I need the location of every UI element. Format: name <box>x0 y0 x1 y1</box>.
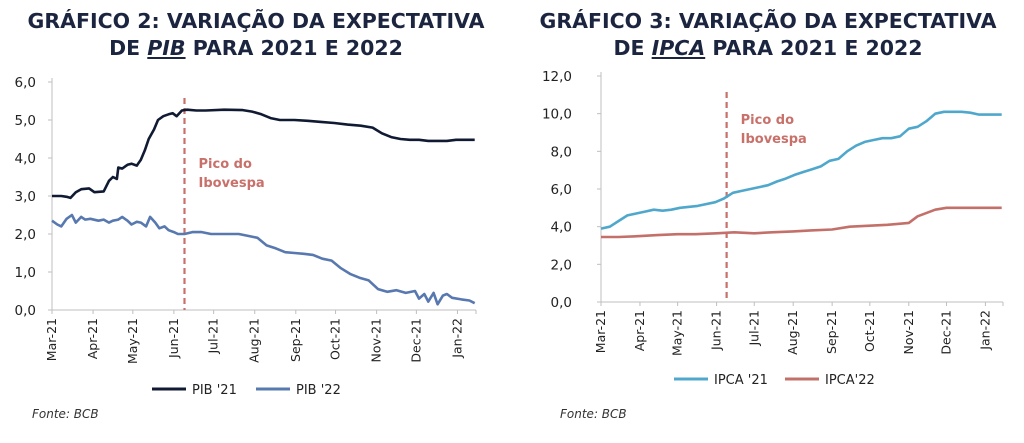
legend-label: PIB '22 <box>296 383 341 398</box>
chart-title: GRÁFICO 2: VARIAÇÃO DA EXPECTATIVA DE PI… <box>0 8 512 62</box>
x-tick-label: May-21 <box>125 318 140 364</box>
annotation-label: Ibovespa <box>199 176 265 191</box>
x-tick-label: Jun-21 <box>166 318 181 359</box>
title-line-1: GRÁFICO 3: VARIAÇÃO DA EXPECTATIVA <box>539 9 997 33</box>
title-emphasis: IPCA <box>651 36 706 60</box>
annotation-label: Pico do <box>199 157 252 172</box>
x-tick-label: Nov-21 <box>369 318 384 362</box>
title-prefix: DE <box>613 36 652 60</box>
x-tick-label: Jul-21 <box>746 310 761 347</box>
y-tick-label: 0,0 <box>551 295 572 311</box>
x-tick-label: Apr-21 <box>632 310 647 351</box>
source-note: Fonte: BCB <box>32 407 99 421</box>
title-line-2: DE IPCA PARA 2021 E 2022 <box>512 35 1024 62</box>
chart-panel-pib: GRÁFICO 2: VARIAÇÃO DA EXPECTATIVA DE PI… <box>0 8 512 421</box>
x-tick-label: Jul-21 <box>206 318 221 355</box>
y-tick-label: 5,0 <box>15 113 36 129</box>
y-tick-label: 1,0 <box>15 265 36 281</box>
y-tick-label: 4,0 <box>15 151 36 167</box>
x-tick-label: Sep-21 <box>288 318 303 362</box>
chart-title: GRÁFICO 3: VARIAÇÃO DA EXPECTATIVA DE IP… <box>512 8 1024 62</box>
series-line-2 <box>51 213 476 306</box>
legend-label: IPCA'22 <box>825 373 875 388</box>
title-line-1: GRÁFICO 2: VARIAÇÃO DA EXPECTATIVA <box>27 9 485 33</box>
x-tick-label: Aug-21 <box>247 318 262 363</box>
x-tick-label: Apr-21 <box>85 318 100 359</box>
source-note: Fonte: BCB <box>560 407 627 421</box>
y-tick-label: 6,0 <box>15 75 36 91</box>
title-suffix: PARA 2021 E 2022 <box>185 36 403 60</box>
y-tick-label: 3,0 <box>15 189 36 205</box>
series-line-1 <box>52 108 475 200</box>
title-prefix: DE <box>109 36 148 60</box>
y-tick-label: 2,0 <box>15 227 36 243</box>
series-line-2 <box>601 206 1002 239</box>
x-tick-label: Dec-21 <box>938 310 953 355</box>
legend-label: IPCA '21 <box>714 373 768 388</box>
series-line-1 <box>600 110 1002 230</box>
x-tick-label: Mar-21 <box>44 318 59 361</box>
annotation-label: Pico do <box>741 113 794 128</box>
pib-line-chart: 0,0 1,0 2,0 3,0 4,0 5,0 6,0 Mar-21 Apr-21 May-21 J… <box>15 75 477 398</box>
x-tick-label: Jun-21 <box>709 310 724 351</box>
y-tick-label: 4,0 <box>551 220 572 236</box>
x-tick-label: Dec-21 <box>408 318 423 363</box>
x-tick-label: Jan-22 <box>977 310 992 351</box>
x-tick-label: Sep-21 <box>824 310 839 354</box>
y-tick-label: 10,0 <box>542 107 572 123</box>
y-tick-label: 0,0 <box>15 303 36 319</box>
title-emphasis: PIB <box>147 36 186 60</box>
x-tick-label: Mar-21 <box>593 310 608 353</box>
x-tick-label: Nov-21 <box>901 310 916 354</box>
y-tick-label: 2,0 <box>551 257 572 273</box>
title-line-2: DE PIB PARA 2021 E 2022 <box>0 35 512 62</box>
annotation-label: Ibovespa <box>741 132 807 147</box>
x-tick-label: May-21 <box>670 310 685 356</box>
x-tick-label: Aug-21 <box>785 310 800 355</box>
legend-label: PIB '21 <box>192 383 237 398</box>
x-tick-label: Oct-21 <box>328 318 343 360</box>
y-tick-label: 8,0 <box>551 144 572 160</box>
chart-panel-ipca: GRÁFICO 3: VARIAÇÃO DA EXPECTATIVA DE IP… <box>512 0 1024 443</box>
ipca-line-chart: 0,0 2,0 4,0 6,0 8,0 10,0 12,0 Mar-21 Apr-21 May-2… <box>542 69 1004 388</box>
x-tick-label: Jan-22 <box>449 318 464 359</box>
y-tick-label: 6,0 <box>551 182 572 198</box>
y-tick-label: 12,0 <box>542 69 572 85</box>
x-tick-label: Oct-21 <box>862 310 877 352</box>
title-suffix: PARA 2021 E 2022 <box>705 36 923 60</box>
